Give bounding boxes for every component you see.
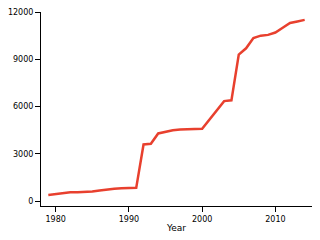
svg-text:1990: 1990 (119, 215, 139, 224)
svg-text:12000: 12000 (8, 8, 33, 17)
svg-text:1980: 1980 (45, 215, 65, 224)
svg-text:Year: Year (166, 223, 186, 233)
svg-text:6000: 6000 (13, 102, 33, 111)
svg-text:9000: 9000 (13, 55, 33, 64)
svg-text:0: 0 (28, 197, 33, 206)
svg-text:3000: 3000 (13, 150, 33, 159)
svg-text:2000: 2000 (192, 215, 212, 224)
svg-text:2010: 2010 (265, 215, 285, 224)
